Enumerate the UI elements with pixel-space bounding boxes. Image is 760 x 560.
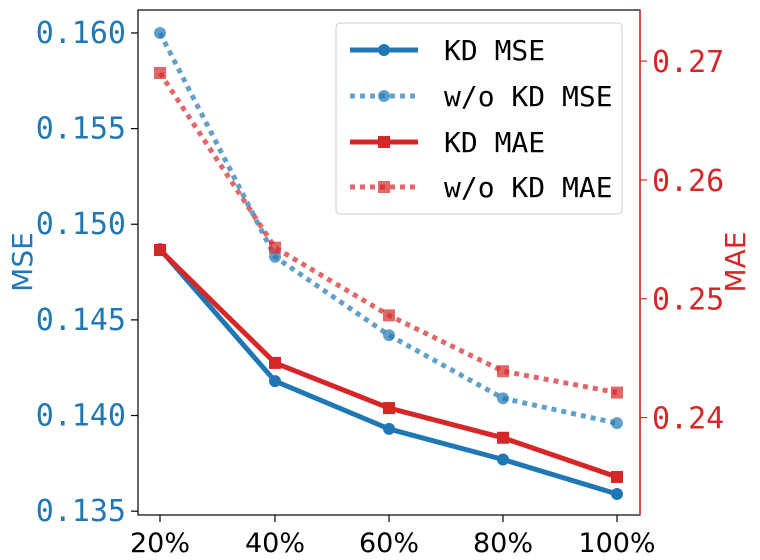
- right-tick-label: 0.27: [652, 45, 724, 80]
- series-layer: [154, 26, 623, 500]
- data-point: [611, 470, 623, 483]
- data-point: [383, 329, 395, 342]
- legend-entry-wo-kd-mae: w/o KD MAE: [350, 171, 613, 204]
- legend-label-kd-mse: KD MSE: [444, 34, 545, 67]
- data-point: [497, 431, 509, 444]
- right-y-axis: 0.24 0.25 0.26 0.27: [639, 10, 724, 515]
- data-point: [611, 417, 623, 430]
- series-kd-mse: [154, 243, 623, 500]
- data-point: [497, 453, 509, 466]
- data-point: [269, 356, 281, 369]
- left-tick-label: 0.135: [36, 494, 126, 529]
- legend-swatch-marker: [378, 136, 390, 148]
- data-point: [269, 241, 281, 254]
- left-y-axis: 0.135 0.140 0.145 0.150 0.155 0.160: [36, 16, 138, 529]
- left-tick-label: 0.150: [36, 207, 126, 242]
- data-point: [154, 26, 166, 39]
- series-w-o-kd-mse: [154, 26, 623, 430]
- legend: KD MSE w/o KD MSE KD MAE w/o KD MAE: [335, 22, 623, 215]
- legend-label-wo-kd-mse: w/o KD MSE: [444, 80, 613, 113]
- legend-label-wo-kd-mae: w/o KD MAE: [444, 171, 613, 204]
- data-point: [383, 422, 395, 435]
- legend-box: [335, 22, 623, 215]
- series-line: [158, 247, 618, 497]
- series-line: [158, 248, 618, 480]
- series-w-o-kd-mae: [154, 66, 623, 399]
- legend-swatch-marker: [378, 181, 390, 193]
- data-point: [154, 66, 166, 79]
- x-tick-label: 80%: [473, 528, 533, 559]
- right-axis-title: MAE: [719, 231, 752, 292]
- data-point: [269, 375, 281, 388]
- right-tick-label: 0.24: [652, 402, 724, 437]
- legend-swatch-marker: [378, 90, 390, 102]
- right-tick-label: 0.26: [652, 164, 724, 199]
- legend-entry-kd-mse: KD MSE: [350, 34, 545, 67]
- x-tick-label: 40%: [245, 528, 305, 559]
- left-tick-label: 0.160: [36, 16, 126, 51]
- data-point: [497, 365, 509, 378]
- x-tick-label: 20%: [130, 528, 190, 559]
- legend-label-kd-mae: KD MAE: [444, 126, 545, 159]
- data-point: [383, 402, 395, 415]
- x-tick-label: 60%: [359, 528, 419, 559]
- data-point: [269, 250, 281, 263]
- right-tick-label: 0.25: [652, 283, 724, 318]
- legend-entry-wo-kd-mse: w/o KD MSE: [350, 80, 613, 113]
- legend-entry-kd-mae: KD MAE: [350, 126, 545, 159]
- data-point: [497, 392, 509, 405]
- data-point: [154, 244, 166, 257]
- data-point: [383, 309, 395, 322]
- left-tick-label: 0.145: [36, 303, 126, 338]
- left-axis-title: MSE: [6, 232, 39, 292]
- series-kd-mae: [154, 244, 623, 483]
- left-tick-label: 0.140: [36, 399, 126, 434]
- x-tick-label: 100%: [578, 528, 655, 559]
- legend-swatch-marker: [378, 44, 390, 56]
- left-tick-label: 0.155: [36, 112, 126, 147]
- data-point: [611, 487, 623, 500]
- x-axis: 20% 40% 60% 80% 100%: [130, 515, 656, 559]
- data-point: [611, 386, 623, 399]
